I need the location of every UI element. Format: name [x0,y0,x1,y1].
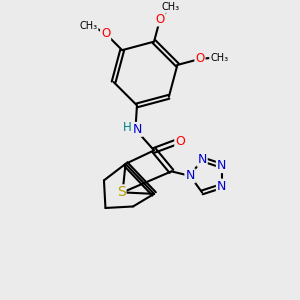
Text: O: O [195,52,205,65]
Text: H: H [123,121,131,134]
Text: S: S [117,185,125,200]
Text: N: N [197,153,207,166]
Text: N: N [185,169,195,182]
Text: N: N [217,180,226,193]
Text: O: O [155,13,165,26]
Text: CH₃: CH₃ [161,2,179,12]
Text: CH₃: CH₃ [210,52,228,62]
Text: CH₃: CH₃ [80,21,98,31]
Text: N: N [217,159,226,172]
Text: O: O [175,136,185,148]
Text: O: O [101,27,110,40]
Text: N: N [133,123,142,136]
